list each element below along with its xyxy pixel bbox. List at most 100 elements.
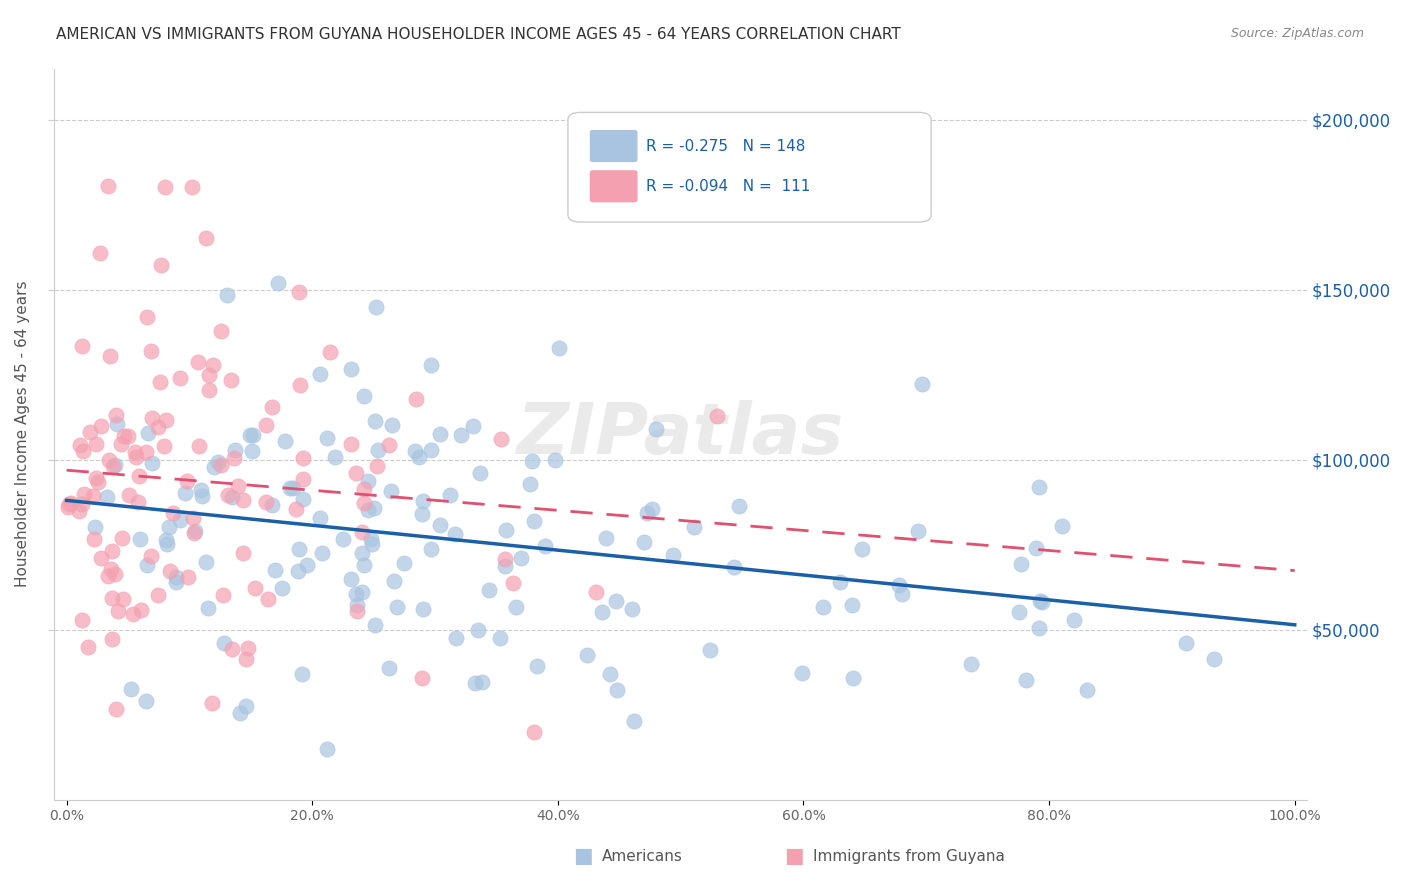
Point — [148, 589, 170, 603]
Point — [523, 724, 546, 739]
Point — [723, 560, 745, 574]
Point — [385, 599, 408, 614]
Point — [235, 698, 257, 713]
Point — [380, 483, 402, 498]
Point — [478, 582, 501, 597]
Point — [292, 472, 315, 486]
Point — [381, 417, 404, 432]
Point — [101, 632, 124, 647]
Point — [494, 558, 516, 573]
Point — [620, 602, 643, 616]
Text: AMERICAN VS IMMIGRANTS FROM GUYANA HOUSEHOLDER INCOME AGES 45 - 64 YEARS CORRELA: AMERICAN VS IMMIGRANTS FROM GUYANA HOUSE… — [56, 27, 901, 42]
Point — [156, 537, 179, 551]
Point — [382, 574, 405, 589]
Point — [58, 496, 80, 510]
Point — [851, 541, 873, 556]
Point — [232, 546, 254, 560]
Point — [149, 375, 172, 389]
Point — [194, 230, 217, 244]
Point — [534, 540, 557, 554]
Point — [364, 415, 387, 429]
Point — [97, 453, 120, 467]
Point — [101, 459, 124, 474]
Point — [101, 543, 124, 558]
Point — [526, 659, 548, 673]
Point — [287, 564, 309, 578]
Point — [887, 577, 910, 591]
Point — [287, 285, 309, 299]
Point — [367, 442, 389, 457]
Point — [120, 682, 142, 697]
Point — [224, 442, 246, 457]
Point — [281, 481, 304, 495]
Text: Immigrants from Guyana: Immigrants from Guyana — [813, 849, 1004, 863]
Point — [173, 485, 195, 500]
Point — [841, 599, 863, 613]
Point — [104, 458, 127, 473]
Point — [450, 428, 472, 442]
Point — [96, 491, 118, 505]
Point — [125, 450, 148, 464]
Point — [84, 471, 107, 485]
Point — [70, 497, 93, 511]
Point — [141, 456, 163, 470]
Point — [243, 581, 266, 595]
Point — [190, 483, 212, 498]
Point — [319, 345, 342, 359]
Point — [295, 558, 318, 572]
Point — [960, 657, 983, 671]
Point — [83, 532, 105, 546]
Point — [429, 517, 451, 532]
Point — [364, 301, 387, 315]
Point — [105, 417, 128, 431]
Point — [263, 563, 285, 577]
Point — [111, 531, 134, 545]
Point — [124, 445, 146, 459]
Point — [190, 490, 212, 504]
Text: R = -0.275   N = 148: R = -0.275 N = 148 — [645, 138, 806, 153]
Point — [136, 558, 159, 573]
Point — [128, 468, 150, 483]
Point — [141, 549, 163, 563]
Point — [280, 482, 302, 496]
Point — [291, 451, 314, 466]
Point — [357, 474, 380, 488]
Point — [911, 377, 934, 392]
Point — [419, 442, 441, 457]
Point — [412, 601, 434, 615]
Point — [221, 490, 243, 504]
FancyBboxPatch shape — [568, 112, 931, 222]
Point — [633, 535, 655, 549]
Point — [201, 696, 224, 710]
Point — [595, 531, 617, 545]
Point — [1175, 636, 1198, 650]
Point — [162, 506, 184, 520]
Point — [377, 661, 399, 675]
Point — [141, 411, 163, 425]
Point — [505, 600, 527, 615]
Point — [599, 666, 621, 681]
Point — [502, 576, 524, 591]
Point — [183, 526, 205, 541]
Point — [585, 585, 607, 599]
Point — [444, 527, 467, 541]
Point — [90, 551, 112, 566]
Point — [346, 598, 368, 612]
Point — [271, 582, 294, 596]
Text: Source: ZipAtlas.com: Source: ZipAtlas.com — [1230, 27, 1364, 40]
Point — [429, 427, 451, 442]
Point — [235, 652, 257, 666]
Point — [353, 482, 375, 496]
Point — [198, 368, 221, 383]
Point — [1008, 605, 1031, 619]
Point — [232, 493, 254, 508]
Point — [58, 500, 80, 514]
Point — [308, 367, 330, 381]
Text: ■: ■ — [574, 847, 593, 866]
Point — [1050, 519, 1073, 533]
Point — [339, 437, 361, 451]
Point — [411, 671, 433, 685]
Point — [86, 437, 108, 451]
Point — [215, 288, 238, 302]
Point — [489, 631, 512, 645]
